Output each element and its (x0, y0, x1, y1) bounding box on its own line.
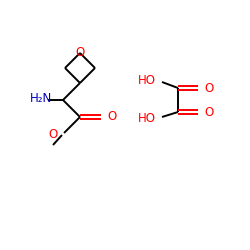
Text: O: O (76, 46, 84, 59)
Text: HO: HO (138, 112, 156, 126)
Text: O: O (204, 106, 213, 118)
Text: O: O (49, 128, 58, 140)
Text: H₂N: H₂N (30, 92, 52, 106)
Text: HO: HO (138, 74, 156, 86)
Text: O: O (107, 110, 116, 124)
Text: O: O (204, 82, 213, 94)
